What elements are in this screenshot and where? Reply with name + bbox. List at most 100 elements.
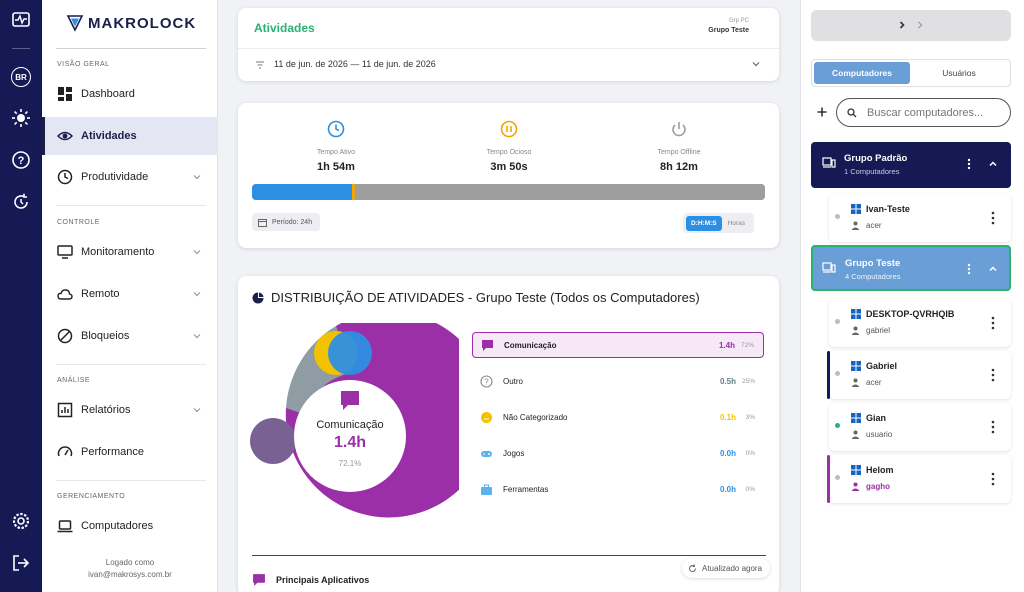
active-time-label: Tempo Ativo: [316, 149, 356, 156]
legend-item-games[interactable]: Jogos 0.0h 0%: [472, 440, 764, 466]
windows-icon: [851, 361, 861, 371]
offline-time-label: Tempo Offline: [657, 149, 701, 156]
status-dot-online: [835, 423, 840, 428]
refresh-icon: [689, 563, 697, 572]
logged-email: ivan@makrosys.com.br: [88, 570, 172, 579]
brand-logo: MAKROLOCK: [66, 14, 196, 32]
nav-productivity[interactable]: Produtividade: [42, 158, 218, 196]
computer-row-desktop-qvrhqib[interactable]: DESKTOP-QVRHQIB gabriel: [829, 299, 1011, 347]
computer-row-gian[interactable]: Gian usuario: [829, 403, 1011, 451]
format-hours-button[interactable]: Horas: [727, 219, 745, 227]
legend-pct: 0%: [745, 449, 755, 457]
search-box[interactable]: [836, 98, 1011, 127]
section-control-label: CONTROLE: [57, 219, 100, 226]
computer-name: Helom: [866, 465, 894, 475]
legend-pct: 72%: [740, 341, 754, 349]
legend-item-uncategorized[interactable]: Não Categorizado 0.1h 3%: [472, 404, 764, 430]
group-row-teste[interactable]: Grupo Teste 4 Computadores: [811, 245, 1011, 291]
group-row-padrao[interactable]: Grupo Padrão 1 Computadores: [811, 142, 1011, 188]
main-apps-label: Principais Aplicativos: [276, 575, 370, 585]
panel-tabs: Computadores Usuários: [811, 59, 1011, 87]
format-dhms-button[interactable]: D:H:M:S: [686, 215, 722, 231]
offline-time-value: 8h 12m: [660, 161, 698, 173]
logout-icon[interactable]: [11, 553, 31, 573]
language-badge[interactable]: BR: [11, 67, 31, 87]
nav-activities-label: Atividades: [81, 130, 137, 142]
status-dot: [835, 319, 840, 324]
nav-dashboard[interactable]: Dashboard: [42, 75, 218, 113]
more-vertical-icon[interactable]: [991, 420, 995, 434]
nav-productivity-label: Produtividade: [81, 171, 149, 183]
nav-reports[interactable]: Relatórios: [42, 391, 218, 429]
chat-icon: [341, 391, 359, 410]
nav-remote[interactable]: Remoto: [42, 275, 218, 313]
filter-icon[interactable]: [255, 60, 265, 70]
rail-divider: [12, 48, 30, 49]
selection-accent-bar: [827, 351, 830, 399]
more-vertical-icon[interactable]: [991, 368, 995, 382]
chevron-right-icon[interactable]: [897, 20, 907, 30]
status-dot: [835, 214, 840, 219]
windows-icon: [851, 204, 861, 214]
nav-monitoring[interactable]: Monitoramento: [42, 233, 218, 271]
time-summary-card: Tempo Ativo 1h 54m Tempo Ocioso 3m 50s T…: [238, 103, 779, 248]
more-vertical-icon[interactable]: [991, 472, 995, 486]
chevron-up-icon[interactable]: [988, 264, 998, 274]
activity-donut-chart: [250, 323, 459, 518]
activity-monitor-icon[interactable]: [11, 10, 31, 30]
theme-sun-icon[interactable]: [11, 108, 31, 128]
distribution-title: DISTRIBUIÇÃO DE ATIVIDADES - Grupo Teste…: [271, 290, 700, 305]
chevron-right-icon[interactable]: [915, 20, 925, 30]
legend-item-other[interactable]: ? Outro 0.5h 25%: [472, 368, 764, 394]
nav-computers[interactable]: Computadores: [42, 507, 218, 545]
nav-blocks-label: Bloqueios: [81, 330, 130, 342]
legend-pct: 25%: [741, 377, 755, 385]
time-progress-bar: [252, 184, 765, 200]
panel-toggle-bar[interactable]: [811, 10, 1011, 41]
add-icon[interactable]: [816, 106, 828, 118]
nav-activities[interactable]: Atividades: [42, 117, 218, 155]
date-range[interactable]: 11 de jun. de 2026 — 11 de jun. de 2026: [274, 59, 436, 69]
history-icon[interactable]: [11, 192, 31, 212]
nav-performance[interactable]: Performance: [42, 433, 218, 471]
chevron-up-icon[interactable]: [988, 159, 998, 169]
search-input[interactable]: [867, 106, 997, 119]
chevron-down-icon[interactable]: [751, 59, 761, 69]
segment-tools[interactable]: [250, 418, 296, 464]
more-vertical-icon[interactable]: [967, 158, 971, 170]
legend-pct: 3%: [745, 413, 755, 421]
computer-row-ivan-teste[interactable]: Ivan-Teste acer: [829, 194, 1011, 242]
segment-games[interactable]: [328, 331, 372, 375]
sidebar-divider: [56, 205, 206, 206]
more-vertical-icon[interactable]: [991, 211, 995, 225]
legend-label: Comunicação: [504, 340, 557, 350]
legend-item-communication[interactable]: Comunicação 1.4h 72%: [472, 332, 764, 358]
section-management-label: GERENCIAMENTO: [57, 493, 126, 500]
brand-name: MAKROLOCK: [88, 14, 197, 32]
header-divider: [238, 48, 779, 49]
nav-blocks[interactable]: Bloqueios: [42, 317, 218, 355]
chat-icon: [482, 339, 493, 351]
user-icon: [851, 326, 860, 335]
legend-value: 0.0h: [719, 484, 736, 494]
more-vertical-icon[interactable]: [991, 316, 995, 330]
computer-row-helom[interactable]: Helom gagho: [827, 455, 1011, 503]
user-icon: [851, 221, 860, 230]
legend-value: 0.5h: [719, 376, 736, 386]
tab-computers[interactable]: Computadores: [814, 62, 910, 84]
help-icon[interactable]: ?: [11, 150, 31, 170]
legend-label: Outro: [503, 376, 524, 386]
selection-accent-bar: [827, 455, 830, 503]
tab-users[interactable]: Usuários: [942, 68, 976, 78]
laptop-icon: [57, 520, 73, 533]
computer-row-gabriel[interactable]: Gabriel acer: [827, 351, 1011, 399]
pause-circle-icon: [500, 120, 518, 138]
legend-item-tools[interactable]: Ferramentas 0.0h 0%: [472, 476, 764, 502]
logo-divider: [56, 48, 206, 49]
updated-chip[interactable]: Atualizado agora: [682, 558, 771, 578]
more-vertical-icon[interactable]: [967, 263, 971, 275]
monitor-icon: [57, 245, 73, 259]
computer-group-icon: [822, 157, 836, 168]
period-chip[interactable]: Período: 24h: [252, 213, 321, 231]
settings-gear-icon[interactable]: [11, 511, 31, 531]
